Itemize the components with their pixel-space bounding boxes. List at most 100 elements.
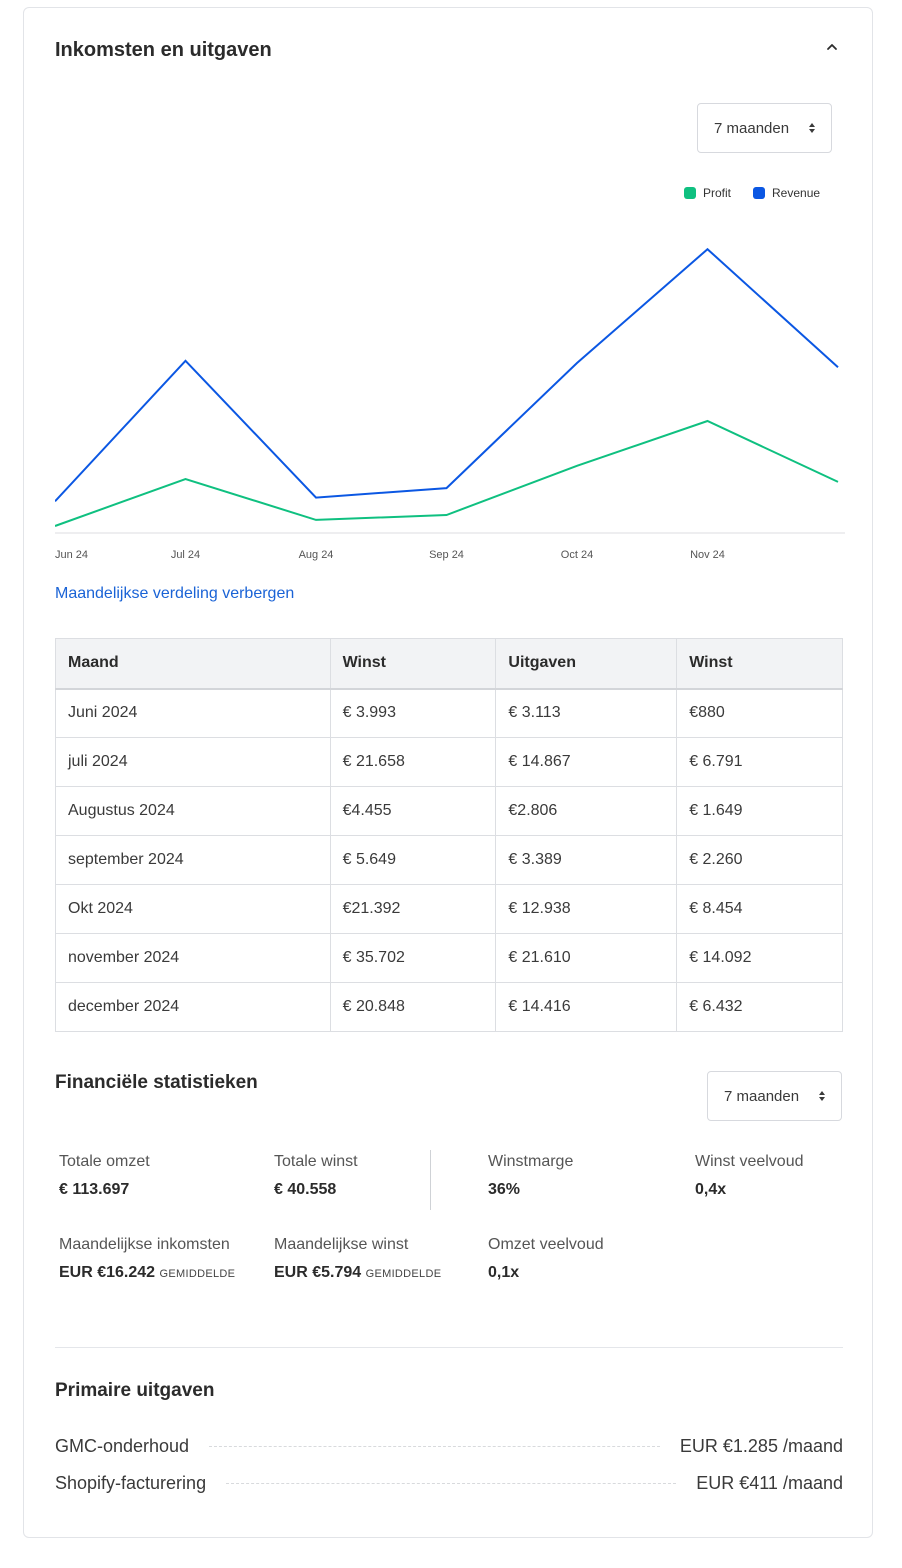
stat-label: Winstmarge xyxy=(488,1153,574,1170)
stat-value: 36% xyxy=(488,1181,521,1198)
stat-value-amount: EUR €16.242 xyxy=(59,1264,156,1281)
cell-revenue: € 5.649 xyxy=(329,835,497,885)
sort-arrows-icon xyxy=(819,1091,825,1101)
legend-swatch-revenue xyxy=(753,187,766,199)
stat-label: Maandelijkse winst xyxy=(274,1236,409,1253)
legend-label-profit: Profit xyxy=(703,186,732,200)
cell-profit: € 6.791 xyxy=(676,737,843,787)
stat-label: Maandelijkse inkomsten xyxy=(59,1236,230,1253)
column-header-revenue: Winst xyxy=(329,638,497,690)
cell-month: september 2024 xyxy=(55,835,331,885)
stat-total-profit: Totale winst € 40.558 xyxy=(274,1153,358,1199)
table-row: Juni 2024 € 3.993 € 3.113 €880 xyxy=(55,688,843,738)
section-divider xyxy=(55,1347,843,1348)
cell-revenue: € 20.848 xyxy=(329,982,497,1032)
stat-profit-multiple: Winst veelvoud 0,4x xyxy=(695,1153,804,1199)
cell-expenses: € 14.867 xyxy=(495,737,678,787)
x-tick-label: Jul 24 xyxy=(171,549,200,561)
series-line-revenue xyxy=(55,247,839,502)
cell-revenue: € 3.993 xyxy=(329,688,497,738)
stat-value: € 40.558 xyxy=(274,1181,337,1198)
cell-profit: €880 xyxy=(676,688,843,738)
stats-divider xyxy=(430,1150,431,1210)
period-select-value: 7 maanden xyxy=(714,119,790,137)
cell-month: december 2024 xyxy=(55,982,331,1032)
stat-value-suffix: GEMIDDELDE xyxy=(159,1268,236,1280)
stat-value: EUR €5.794 GEMIDDELDE xyxy=(274,1264,441,1282)
chart-legend: Profit Revenue xyxy=(684,186,820,200)
stat-value-amount: EUR €5.794 xyxy=(274,1264,362,1281)
cell-profit: € 8.454 xyxy=(676,884,843,934)
expense-row: GMC-onderhoud EUR €1.285 /maand xyxy=(55,1436,843,1457)
stat-label: Omzet veelvoud xyxy=(488,1236,604,1253)
cell-revenue: €21.392 xyxy=(329,884,497,934)
cell-profit: € 14.092 xyxy=(676,933,843,983)
stat-value: 0,1x xyxy=(488,1264,520,1281)
cell-expenses: € 12.938 xyxy=(495,884,678,934)
table-header-row: Maand Winst Uitgaven Winst xyxy=(55,638,843,690)
x-tick-label: Oct 24 xyxy=(561,549,593,561)
expense-name: Shopify-facturering xyxy=(55,1473,207,1493)
collapse-button[interactable] xyxy=(821,36,843,58)
table-row: september 2024 € 5.649 € 3.389 € 2.260 xyxy=(55,835,843,885)
cell-profit: € 2.260 xyxy=(676,835,843,885)
table-row: november 2024 € 35.702 € 21.610 € 14.092 xyxy=(55,933,843,983)
dotted-leader xyxy=(226,1483,677,1484)
x-tick-label: Jun 24 xyxy=(55,549,88,561)
x-tick-label: Aug 24 xyxy=(299,549,334,561)
cell-expenses: €2.806 xyxy=(495,786,678,836)
chevron-up-icon xyxy=(827,44,837,50)
legend-label-revenue: Revenue xyxy=(772,186,821,200)
expense-name: GMC-onderhoud xyxy=(55,1436,190,1456)
table-row: Augustus 2024 €4.455 €2.806 € 1.649 xyxy=(55,786,843,836)
dotted-leader xyxy=(209,1446,660,1447)
table-row: juli 2024 € 21.658 € 14.867 € 6.791 xyxy=(55,737,843,787)
financial-period-select-value: 7 maanden xyxy=(724,1087,800,1105)
cell-month: Augustus 2024 xyxy=(55,786,331,836)
monthly-breakdown-table: Maand Winst Uitgaven Winst Juni 2024 € 3.… xyxy=(55,638,843,1032)
stat-total-revenue: Totale omzet € 113.697 xyxy=(59,1153,150,1199)
stat-monthly-profit: Maandelijkse winst EUR €5.794 GEMIDDELDE xyxy=(274,1236,441,1282)
cell-expenses: € 14.416 xyxy=(495,982,678,1032)
stat-revenue-multiple: Omzet veelvoud 0,1x xyxy=(488,1236,604,1282)
table-row: december 2024 € 20.848 € 14.416 € 6.432 xyxy=(55,982,843,1032)
cell-expenses: € 3.113 xyxy=(495,688,678,738)
income-chart: Jun 24 Jul 24 Aug 24 Sep 24 Oct 24 Nov 24 xyxy=(55,247,845,561)
expense-row: Shopify-facturering EUR €411 /maand xyxy=(55,1473,843,1494)
x-tick-label: Nov 24 xyxy=(690,549,725,561)
column-header-month: Maand xyxy=(55,638,331,690)
stat-profit-margin: Winstmarge 36% xyxy=(488,1153,573,1199)
legend-swatch-profit xyxy=(684,187,696,199)
cell-revenue: € 21.658 xyxy=(329,737,497,787)
cell-month: november 2024 xyxy=(55,933,331,983)
table-row: Okt 2024 €21.392 € 12.938 € 8.454 xyxy=(55,884,843,934)
series-line-profit xyxy=(55,419,839,527)
column-header-expenses: Uitgaven xyxy=(495,638,678,690)
financial-stats-title: Financiële statistieken xyxy=(55,1072,258,1093)
financial-period-select[interactable]: 7 maanden xyxy=(707,1071,842,1121)
cell-profit: € 6.432 xyxy=(676,982,843,1032)
stat-label: Totale winst xyxy=(274,1153,358,1170)
cell-month: Okt 2024 xyxy=(55,884,331,934)
primary-expenses-title: Primaire uitgaven xyxy=(55,1380,215,1401)
column-header-profit: Winst xyxy=(676,638,843,690)
cell-profit: € 1.649 xyxy=(676,786,843,836)
cell-month: juli 2024 xyxy=(55,737,331,787)
stat-label: Winst veelvoud xyxy=(695,1153,804,1170)
x-tick-label: Sep 24 xyxy=(429,549,464,561)
expense-amount: EUR €1.285 /maand xyxy=(679,1436,843,1456)
toggle-breakdown-link[interactable]: Maandelijkse verdeling verbergen xyxy=(55,585,295,602)
stat-value: 0,4x xyxy=(695,1181,727,1198)
cell-month: Juni 2024 xyxy=(55,688,331,738)
cell-expenses: € 3.389 xyxy=(495,835,678,885)
stat-value-suffix: GEMIDDELDE xyxy=(365,1268,442,1280)
income-expenses-card: Inkomsten en uitgaven 7 maanden Profit R… xyxy=(23,7,873,1538)
expense-amount: EUR €411 /maand xyxy=(696,1473,843,1493)
cell-revenue: € 35.702 xyxy=(329,933,497,983)
stat-label: Totale omzet xyxy=(59,1153,150,1170)
cell-revenue: €4.455 xyxy=(329,786,497,836)
period-select[interactable]: 7 maanden xyxy=(697,103,832,153)
stat-monthly-income: Maandelijkse inkomsten EUR €16.242 GEMID… xyxy=(59,1236,235,1282)
card-title: Inkomsten en uitgaven xyxy=(55,39,272,61)
cell-expenses: € 21.610 xyxy=(495,933,678,983)
